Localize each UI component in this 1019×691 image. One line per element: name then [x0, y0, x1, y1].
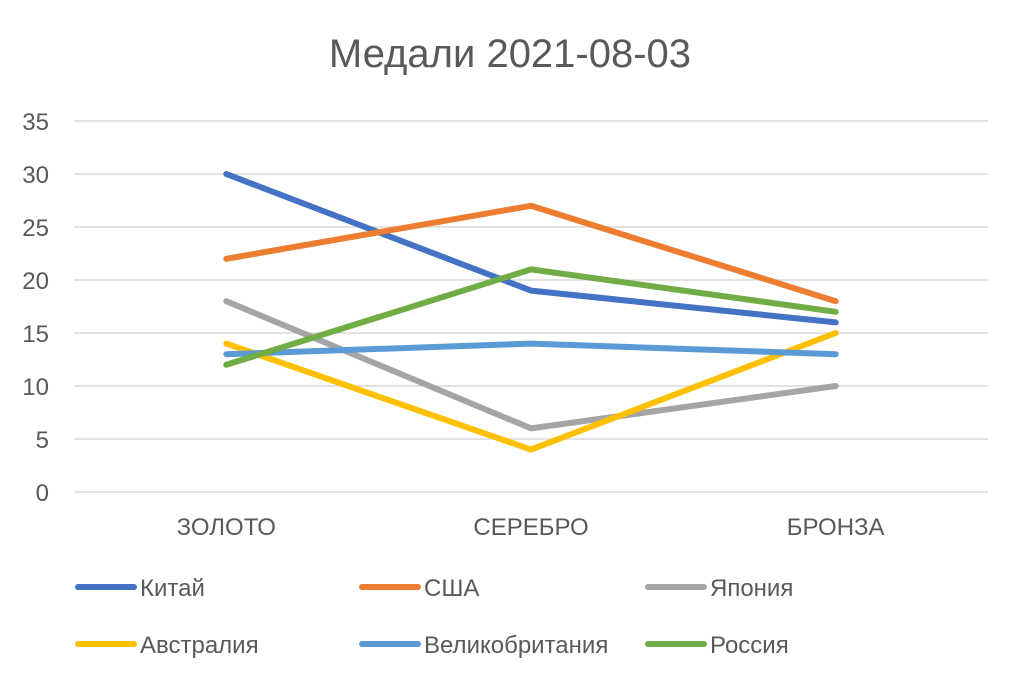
y-tick-label: 35	[22, 109, 49, 136]
legend-label: Великобритания	[424, 632, 608, 659]
x-tick-label: СЕРЕБРО	[473, 514, 588, 541]
x-axis-ticks: ЗОЛОТО СЕРЕБРО БРОНЗА	[177, 514, 885, 541]
series-line-0	[223, 171, 839, 326]
series-lines	[223, 171, 839, 453]
legend-label: США	[424, 575, 479, 602]
y-tick-label: 20	[22, 268, 49, 295]
legend-label: Австралия	[140, 632, 259, 659]
series-line-1	[223, 202, 839, 305]
y-tick-label: 30	[22, 162, 49, 189]
legend-label: Россия	[710, 632, 789, 659]
y-tick-label: 10	[22, 374, 49, 401]
gridlines	[74, 120, 988, 493]
y-tick-label: 15	[22, 321, 49, 348]
legend-label: Япония	[710, 575, 793, 602]
series-line-5	[223, 266, 839, 368]
series-line-4	[223, 340, 839, 358]
legend-label: Китай	[140, 575, 205, 602]
legend: Китай США Япония Австралия Великобритания Рос…	[75, 575, 793, 659]
x-tick-label: БРОНЗА	[787, 514, 885, 541]
series-line-2	[223, 298, 839, 432]
y-tick-label: 5	[36, 427, 49, 454]
chart-title: Медали 2021-08-03	[329, 32, 691, 76]
series-line-3	[223, 330, 839, 453]
y-tick-label: 0	[36, 480, 49, 507]
x-tick-label: ЗОЛОТО	[177, 514, 276, 541]
y-axis-ticks: 0 5 10 15 20 25 30 35	[22, 109, 49, 507]
y-tick-label: 25	[22, 215, 49, 242]
